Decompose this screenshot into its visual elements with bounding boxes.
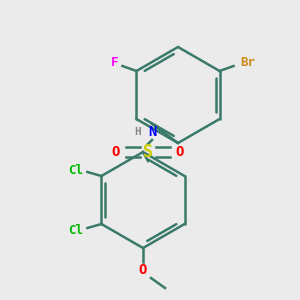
Text: O: O — [112, 145, 120, 159]
Text: Br: Br — [240, 56, 255, 70]
Text: O: O — [139, 263, 147, 277]
Text: F: F — [111, 56, 118, 70]
Text: S: S — [143, 143, 153, 161]
Text: N: N — [148, 125, 156, 139]
Text: H: H — [135, 127, 141, 137]
Text: Cl: Cl — [68, 224, 83, 236]
Text: Cl: Cl — [68, 164, 83, 176]
Text: O: O — [176, 145, 184, 159]
